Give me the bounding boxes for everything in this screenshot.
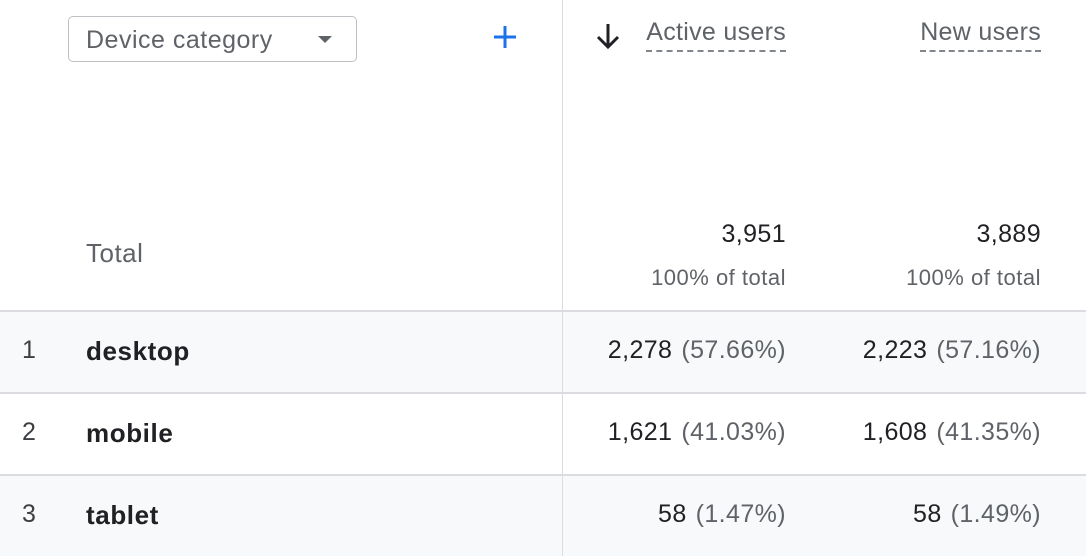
row-index: 2: [22, 418, 36, 446]
row-label: desktop: [86, 336, 190, 366]
sort-arrow[interactable]: [594, 22, 622, 50]
metric-cell: 58 (1.49%): [913, 500, 1041, 529]
dropdown-label: Device category: [86, 26, 273, 54]
dimension-dropdown[interactable]: Device category: [68, 16, 357, 62]
metric-value: 2,278: [607, 336, 673, 364]
total-share: 100% of total: [651, 265, 786, 290]
column-header[interactable]: New users: [920, 18, 1041, 52]
column-header[interactable]: Active users: [646, 18, 786, 52]
column-divider: [562, 0, 563, 556]
metric-cell: 1,608 (41.35%): [863, 418, 1041, 447]
metric-share: (57.16%): [936, 336, 1041, 364]
row-background: [0, 312, 1086, 392]
row-background: [0, 394, 1086, 474]
metric-cell: 58 (1.47%): [658, 500, 786, 529]
metric-value: 1,621: [607, 418, 673, 446]
divider: [0, 474, 1086, 476]
total-label: Total: [86, 238, 144, 268]
row-background: [0, 476, 1086, 556]
divider: [0, 310, 1086, 312]
metric-value: 58: [913, 500, 942, 528]
row-index: 1: [22, 336, 36, 364]
metric-value: 2,223: [862, 336, 928, 364]
metric-value: 1,608: [862, 418, 928, 446]
total-share: 100% of total: [906, 265, 1041, 290]
row-label: mobile: [86, 418, 174, 448]
row-label: tablet: [86, 500, 159, 530]
metric-share: (41.03%): [681, 418, 786, 446]
metric-cell: 1,621 (41.03%): [608, 418, 786, 447]
divider: [0, 392, 1086, 394]
total-value: 3,951: [721, 220, 786, 248]
metric-share: (1.47%): [695, 500, 786, 528]
total-value: 3,889: [976, 220, 1041, 248]
metric-share: (1.49%): [950, 500, 1041, 528]
metric-cell: 2,278 (57.66%): [608, 336, 786, 365]
row-index: 3: [22, 500, 36, 528]
metric-cell: 2,223 (57.16%): [863, 336, 1041, 365]
add-dimension-button[interactable]: [492, 24, 518, 50]
metric-value: 58: [658, 500, 687, 528]
metric-share: (57.66%): [681, 336, 786, 364]
dropdown-caret: [318, 36, 332, 43]
metric-share: (41.35%): [936, 418, 1041, 446]
